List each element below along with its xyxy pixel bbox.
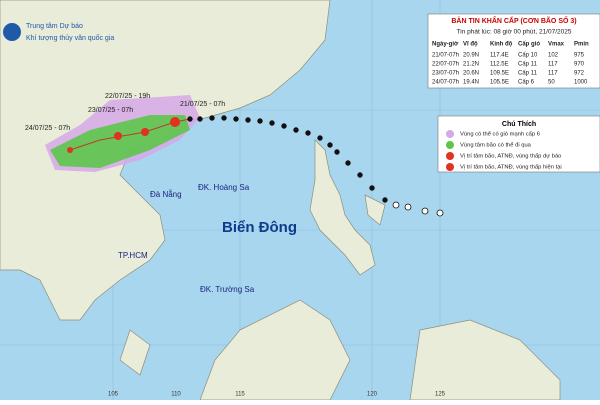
column-header: Vĩ độ (463, 42, 478, 48)
column-header: Cấp gió (518, 41, 540, 48)
track-point (209, 115, 215, 121)
table-cell: 20.9N (463, 53, 479, 59)
table-cell: 20.6N (463, 71, 479, 77)
track-point (317, 135, 323, 141)
table-cell: 24/07-07h (432, 80, 459, 86)
table-cell: 117 (548, 71, 558, 77)
lon-label: 110 (171, 392, 181, 398)
track-point (269, 120, 275, 126)
table-cell: 50 (548, 80, 555, 86)
agency: Trung tâm Dự báo (26, 23, 83, 30)
table-cell: Cấp 10 (518, 53, 538, 59)
subagency: Khí tượng thủy văn quốc gia (26, 33, 114, 42)
sea-label: Biển Đông (222, 219, 297, 236)
track-point (404, 203, 412, 211)
lon-label: 120 (367, 392, 378, 398)
lon-label: 115 (235, 392, 245, 398)
table-cell: 102 (548, 53, 559, 59)
table-cell: 117.4E (490, 53, 509, 59)
table-cell: 105.5E (490, 80, 509, 86)
table-cell: 970 (574, 62, 585, 68)
column-header: Kinh độ (490, 42, 513, 48)
bulletin-panel: BẢN TIN KHẨN CẤP (CƠN BÃO SỐ 3) Tin phát… (427, 13, 600, 89)
track-point (305, 130, 311, 136)
forecast-label: 21/07/25 - 07h (180, 101, 225, 108)
track-point (197, 116, 203, 122)
track-point (233, 116, 239, 122)
forecast-label: 22/07/25 - 19h (105, 93, 150, 100)
lon-label: 105 (108, 392, 119, 398)
legend-item: Vị trí tâm bão, ATNĐ, vùng thấp dự báo (460, 154, 561, 160)
column-header: Vmax (548, 42, 565, 48)
legend-item: Vị trí tâm bão, ATNĐ, vùng thấp hiện tại (460, 165, 562, 171)
table-cell: 19.4N (463, 80, 479, 86)
table-cell: 21/07-07h (432, 53, 459, 59)
forecast-points (67, 117, 180, 153)
track-point (369, 185, 375, 191)
track-point (334, 149, 340, 155)
table-cell: 21.2N (463, 62, 479, 68)
table-cell: 112.5E (490, 62, 509, 68)
legend-item: Vùng tâm bão có thể đi qua (460, 142, 532, 149)
lon-label: 125 (435, 392, 446, 398)
table-cell: 1000 (574, 80, 588, 86)
forecast-label: 24/07/25 - 07h (25, 125, 70, 132)
track-point (421, 207, 429, 215)
track-point (281, 123, 287, 129)
track-point (357, 172, 363, 178)
place-label: Đà Nẵng (150, 190, 182, 199)
track-point (245, 117, 251, 123)
legend-swatch (446, 130, 454, 138)
track-point (345, 160, 351, 166)
legend-swatch (446, 141, 454, 149)
legend-title: Chú Thích (502, 121, 536, 128)
track-point (327, 142, 333, 148)
table-cell: 23/07-07h (432, 71, 459, 77)
track-point (436, 209, 444, 217)
table-cell: 975 (574, 53, 585, 59)
forecast-label: 23/07/25 - 07h (88, 107, 133, 114)
legend-panel: Chú Thích Vùng có thể có gió mạnh cấp 6 V… (437, 115, 600, 173)
track-point (187, 116, 193, 122)
past-track (187, 115, 444, 217)
legend-swatch (446, 163, 454, 171)
track-point (392, 201, 400, 209)
table-cell: Cấp 11 (518, 62, 538, 68)
table-cell: 109.5E (490, 71, 509, 77)
track-point (382, 197, 388, 203)
bulletin-title: BẢN TIN KHẨN CẤP (CƠN BÃO SỐ 3) (451, 15, 576, 25)
table-cell: 117 (548, 62, 558, 68)
table-cell: 972 (574, 71, 585, 77)
table-cell: Cấp 6 (518, 80, 535, 86)
bulletin-issued: Tin phát lúc: 08 giờ 00 phút, 21/07/2025 (457, 29, 572, 36)
column-header: Pmin (574, 42, 589, 48)
place-label: ĐK. Hoàng Sa (198, 183, 250, 192)
table-cell: 22/07-07h (432, 62, 459, 68)
legend-item: Vùng có thể có gió mạnh cấp 6 (460, 131, 540, 138)
table-cell: Cấp 11 (518, 71, 538, 77)
legend-swatch (446, 152, 454, 160)
logo (3, 23, 21, 41)
track-point (221, 115, 227, 121)
track-point (257, 118, 263, 124)
column-header: Ngày-giờ (432, 42, 459, 48)
place-label: TP.HCM (118, 251, 148, 260)
place-label: ĐK. Trường Sa (200, 285, 255, 294)
track-point (293, 127, 299, 133)
